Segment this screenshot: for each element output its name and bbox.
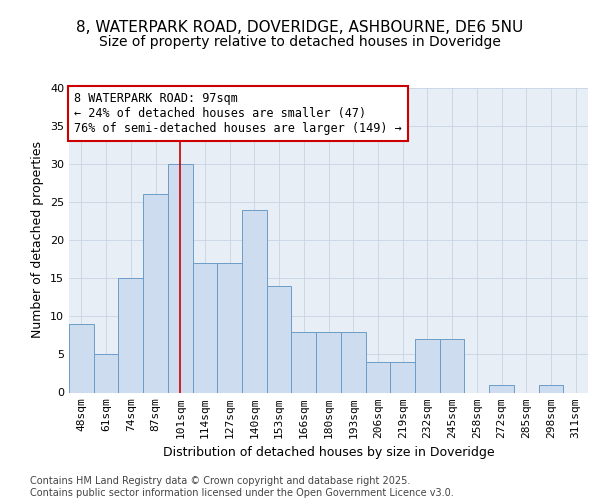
- Bar: [390, 362, 415, 392]
- Bar: [193, 263, 217, 392]
- Bar: [341, 332, 365, 392]
- Bar: [242, 210, 267, 392]
- Text: Contains HM Land Registry data © Crown copyright and database right 2025.
Contai: Contains HM Land Registry data © Crown c…: [30, 476, 454, 498]
- Bar: [292, 332, 316, 392]
- Bar: [539, 385, 563, 392]
- Bar: [143, 194, 168, 392]
- Bar: [217, 263, 242, 392]
- Text: 8 WATERPARK ROAD: 97sqm
← 24% of detached houses are smaller (47)
76% of semi-de: 8 WATERPARK ROAD: 97sqm ← 24% of detache…: [74, 92, 402, 135]
- Bar: [415, 339, 440, 392]
- X-axis label: Distribution of detached houses by size in Doveridge: Distribution of detached houses by size …: [163, 446, 494, 459]
- Bar: [365, 362, 390, 392]
- Bar: [94, 354, 118, 393]
- Text: 8, WATERPARK ROAD, DOVERIDGE, ASHBOURNE, DE6 5NU: 8, WATERPARK ROAD, DOVERIDGE, ASHBOURNE,…: [76, 20, 524, 35]
- Bar: [118, 278, 143, 392]
- Bar: [440, 339, 464, 392]
- Y-axis label: Number of detached properties: Number of detached properties: [31, 142, 44, 338]
- Bar: [316, 332, 341, 392]
- Bar: [267, 286, 292, 393]
- Bar: [168, 164, 193, 392]
- Text: Size of property relative to detached houses in Doveridge: Size of property relative to detached ho…: [99, 35, 501, 49]
- Bar: [69, 324, 94, 392]
- Bar: [489, 385, 514, 392]
